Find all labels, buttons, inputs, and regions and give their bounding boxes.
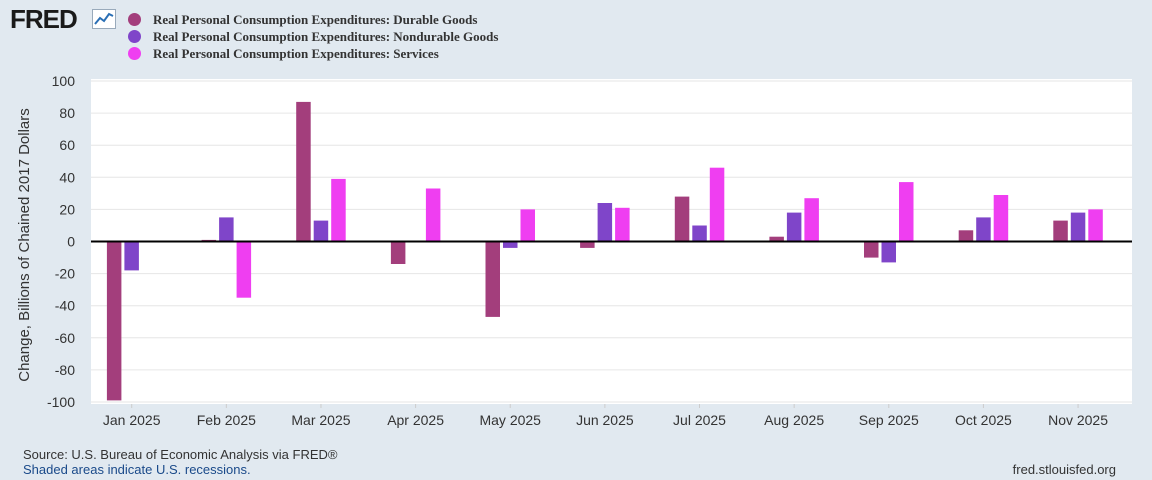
x-tick-label: Apr 2025 bbox=[387, 412, 444, 428]
x-tick-label: Sep 2025 bbox=[859, 412, 919, 428]
y-tick-label: 0 bbox=[67, 234, 75, 250]
bar[interactable] bbox=[1053, 220, 1068, 242]
bar[interactable] bbox=[124, 241, 139, 271]
y-axis-label: Change, Billions of Chained 2017 Dollars bbox=[16, 108, 33, 382]
x-tick-label: Jul 2025 bbox=[673, 412, 726, 428]
bar[interactable] bbox=[786, 212, 802, 242]
x-tick-label: May 2025 bbox=[479, 412, 541, 428]
bar[interactable] bbox=[993, 195, 1009, 242]
bar[interactable] bbox=[106, 241, 122, 401]
chart-header: FRED Real Personal Consumption Expenditu… bbox=[0, 0, 1152, 70]
y-tick-label: -20 bbox=[55, 266, 75, 282]
y-tick-label: 20 bbox=[59, 201, 75, 217]
x-tick-label: Feb 2025 bbox=[197, 412, 256, 428]
x-axis-tick-labels: Jan 2025 Feb 2025 Mar 2025 Apr 2025 May 2025… bbox=[103, 404, 1108, 428]
legend-item-services[interactable]: Real Personal Consumption Expenditures: … bbox=[128, 45, 498, 62]
bar[interactable] bbox=[958, 230, 974, 242]
legend-label-durable: Real Personal Consumption Expenditures: … bbox=[153, 11, 478, 27]
y-tick-label: -80 bbox=[55, 362, 75, 378]
bar-chart: 100 80 60 40 20 0 -20 -40 -60 -80 -100 Jan 2025 Feb… bbox=[16, 73, 1132, 428]
bar[interactable] bbox=[520, 209, 536, 242]
bar[interactable] bbox=[390, 241, 406, 265]
bar[interactable] bbox=[976, 217, 991, 242]
y-axis-tick-labels: 100 80 60 40 20 0 -20 -40 -60 -80 -100 bbox=[47, 73, 75, 410]
y-tick-label: 80 bbox=[59, 105, 75, 121]
bar[interactable] bbox=[899, 182, 914, 242]
bar[interactable] bbox=[692, 225, 707, 242]
y-tick-label: -100 bbox=[47, 394, 75, 410]
bar[interactable] bbox=[503, 241, 518, 248]
y-tick-label: 40 bbox=[59, 169, 75, 185]
legend-dot-services bbox=[128, 47, 141, 60]
legend-dot-durable bbox=[128, 13, 141, 26]
bar[interactable] bbox=[296, 101, 311, 242]
bar[interactable] bbox=[313, 220, 329, 242]
bars bbox=[106, 101, 1103, 401]
y-tick-label: 60 bbox=[59, 137, 75, 153]
bar[interactable] bbox=[1088, 209, 1103, 242]
footer-recessions-note[interactable]: Shaded areas indicate U.S. recessions. bbox=[23, 462, 251, 477]
bar[interactable] bbox=[580, 241, 595, 248]
x-tick-label: Aug 2025 bbox=[764, 412, 824, 428]
x-tick-label: Oct 2025 bbox=[955, 412, 1012, 428]
bar[interactable] bbox=[615, 207, 630, 242]
bar[interactable] bbox=[1070, 212, 1086, 242]
bar[interactable] bbox=[674, 196, 690, 242]
footer-source: Source: U.S. Bureau of Economic Analysis… bbox=[23, 447, 338, 462]
y-tick-label: 100 bbox=[52, 73, 76, 89]
bar[interactable] bbox=[709, 167, 725, 242]
legend-item-durable[interactable]: Real Personal Consumption Expenditures: … bbox=[128, 11, 498, 28]
bar[interactable] bbox=[769, 236, 784, 242]
bar[interactable] bbox=[485, 241, 501, 317]
x-tick-label: Jan 2025 bbox=[103, 412, 161, 428]
bar[interactable] bbox=[236, 241, 252, 298]
legend-label-nondurable: Real Personal Consumption Expenditures: … bbox=[153, 28, 499, 44]
y-tick-label: -60 bbox=[55, 330, 75, 346]
x-tick-label: Nov 2025 bbox=[1048, 412, 1108, 428]
fred-logo[interactable]: FRED bbox=[10, 4, 78, 34]
x-tick-label: Jun 2025 bbox=[576, 412, 634, 428]
bar[interactable] bbox=[804, 198, 819, 242]
bar[interactable] bbox=[597, 203, 613, 242]
footer-url[interactable]: fred.stlouisfed.org bbox=[1012, 462, 1116, 477]
legend-label-services: Real Personal Consumption Expenditures: … bbox=[153, 45, 439, 61]
bar[interactable] bbox=[219, 217, 234, 242]
bar[interactable] bbox=[425, 188, 441, 242]
legend-item-nondurable[interactable]: Real Personal Consumption Expenditures: … bbox=[128, 28, 498, 45]
x-tick-label: Mar 2025 bbox=[291, 412, 350, 428]
legend-dot-nondurable bbox=[128, 30, 141, 43]
legend: Real Personal Consumption Expenditures: … bbox=[128, 11, 498, 62]
bar[interactable] bbox=[864, 241, 879, 258]
bar[interactable] bbox=[331, 178, 346, 242]
bar[interactable] bbox=[881, 241, 897, 263]
y-tick-label: -40 bbox=[55, 298, 75, 314]
line-chart-icon bbox=[92, 9, 116, 29]
